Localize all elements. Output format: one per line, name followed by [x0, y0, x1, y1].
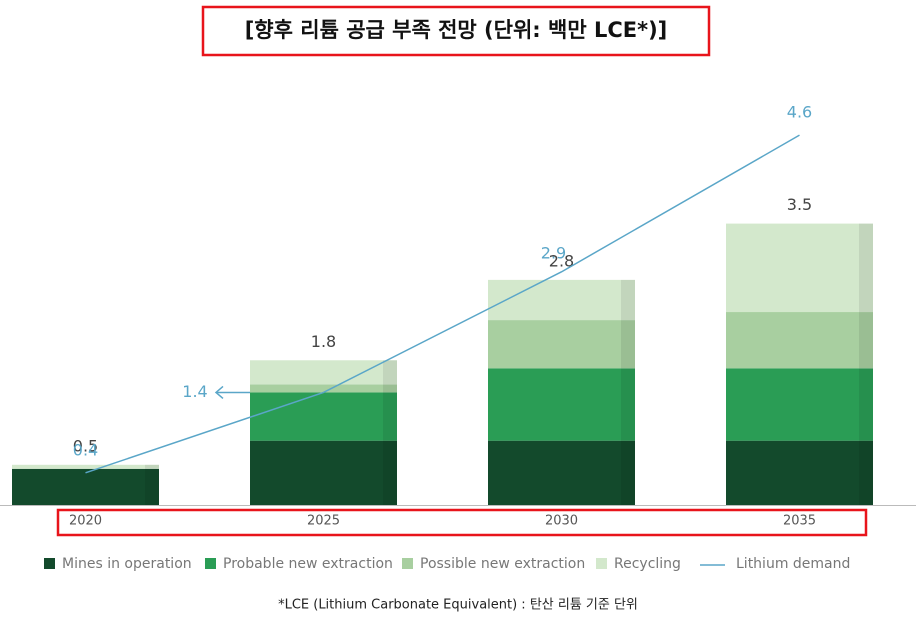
bar-shade — [859, 223, 873, 313]
bar-segment — [250, 384, 397, 393]
legend-label: Probable new extraction — [223, 556, 393, 572]
bar-segment — [250, 392, 397, 441]
bar-shade — [383, 360, 397, 385]
bar-shade — [145, 468, 159, 505]
bar-segment — [250, 360, 397, 385]
bar-shade — [383, 440, 397, 505]
axis-highlight — [56, 508, 868, 537]
bar-shade — [859, 312, 873, 369]
title-highlight — [201, 5, 711, 57]
bar-segment — [726, 312, 873, 369]
demand-label: 4.6 — [787, 103, 812, 122]
total-label: 0.5 — [73, 436, 98, 455]
bar-segment — [488, 368, 635, 441]
demand-arrow-head — [214, 385, 224, 400]
bar-segment — [726, 440, 873, 505]
legend-label: Possible new extraction — [420, 556, 585, 572]
x-tick-label: 2030 — [545, 514, 578, 529]
legend-label: Mines in operation — [62, 556, 192, 572]
demand-label: 1.4 — [182, 382, 207, 401]
legend-swatch — [402, 558, 413, 569]
total-label: 1.8 — [311, 332, 336, 351]
bar-segment — [488, 320, 635, 369]
demand-label: 2.9 — [541, 243, 566, 262]
bar-segment — [488, 440, 635, 505]
footnote: *LCE (Lithium Carbonate Equivalent) : 탄산… — [278, 598, 638, 613]
legend-swatch — [205, 558, 216, 569]
bar-shade — [621, 368, 635, 441]
bar-segment — [726, 223, 873, 313]
bar-shade — [621, 279, 635, 321]
bar-segment — [12, 464, 159, 469]
total-label: 3.5 — [787, 195, 812, 214]
total-label: 2.8 — [549, 251, 574, 270]
demand-label: 0.4 — [73, 440, 98, 459]
bar-shade — [383, 392, 397, 441]
bar-shade — [621, 320, 635, 369]
bar-shade — [621, 440, 635, 505]
x-tick-label: 2025 — [307, 514, 340, 529]
bar-segment — [12, 468, 159, 505]
demand-line — [85, 134, 800, 474]
legend-label: Lithium demand — [736, 556, 850, 572]
bar-segment — [726, 368, 873, 441]
bar-shade — [859, 368, 873, 441]
legend-label: Recycling — [614, 556, 681, 572]
legend-swatch — [44, 558, 55, 569]
legend-swatch — [596, 558, 607, 569]
chart-title: [향후 리튬 공급 부족 전망 (단위: 백만 LCE*)] — [245, 18, 668, 42]
bar-segment — [488, 279, 635, 321]
bar-shade — [145, 464, 159, 469]
bar-shade — [859, 440, 873, 505]
x-tick-label: 2020 — [69, 514, 102, 529]
bar-segment — [250, 440, 397, 505]
bar-shade — [383, 384, 397, 393]
x-tick-label: 2035 — [783, 514, 816, 529]
